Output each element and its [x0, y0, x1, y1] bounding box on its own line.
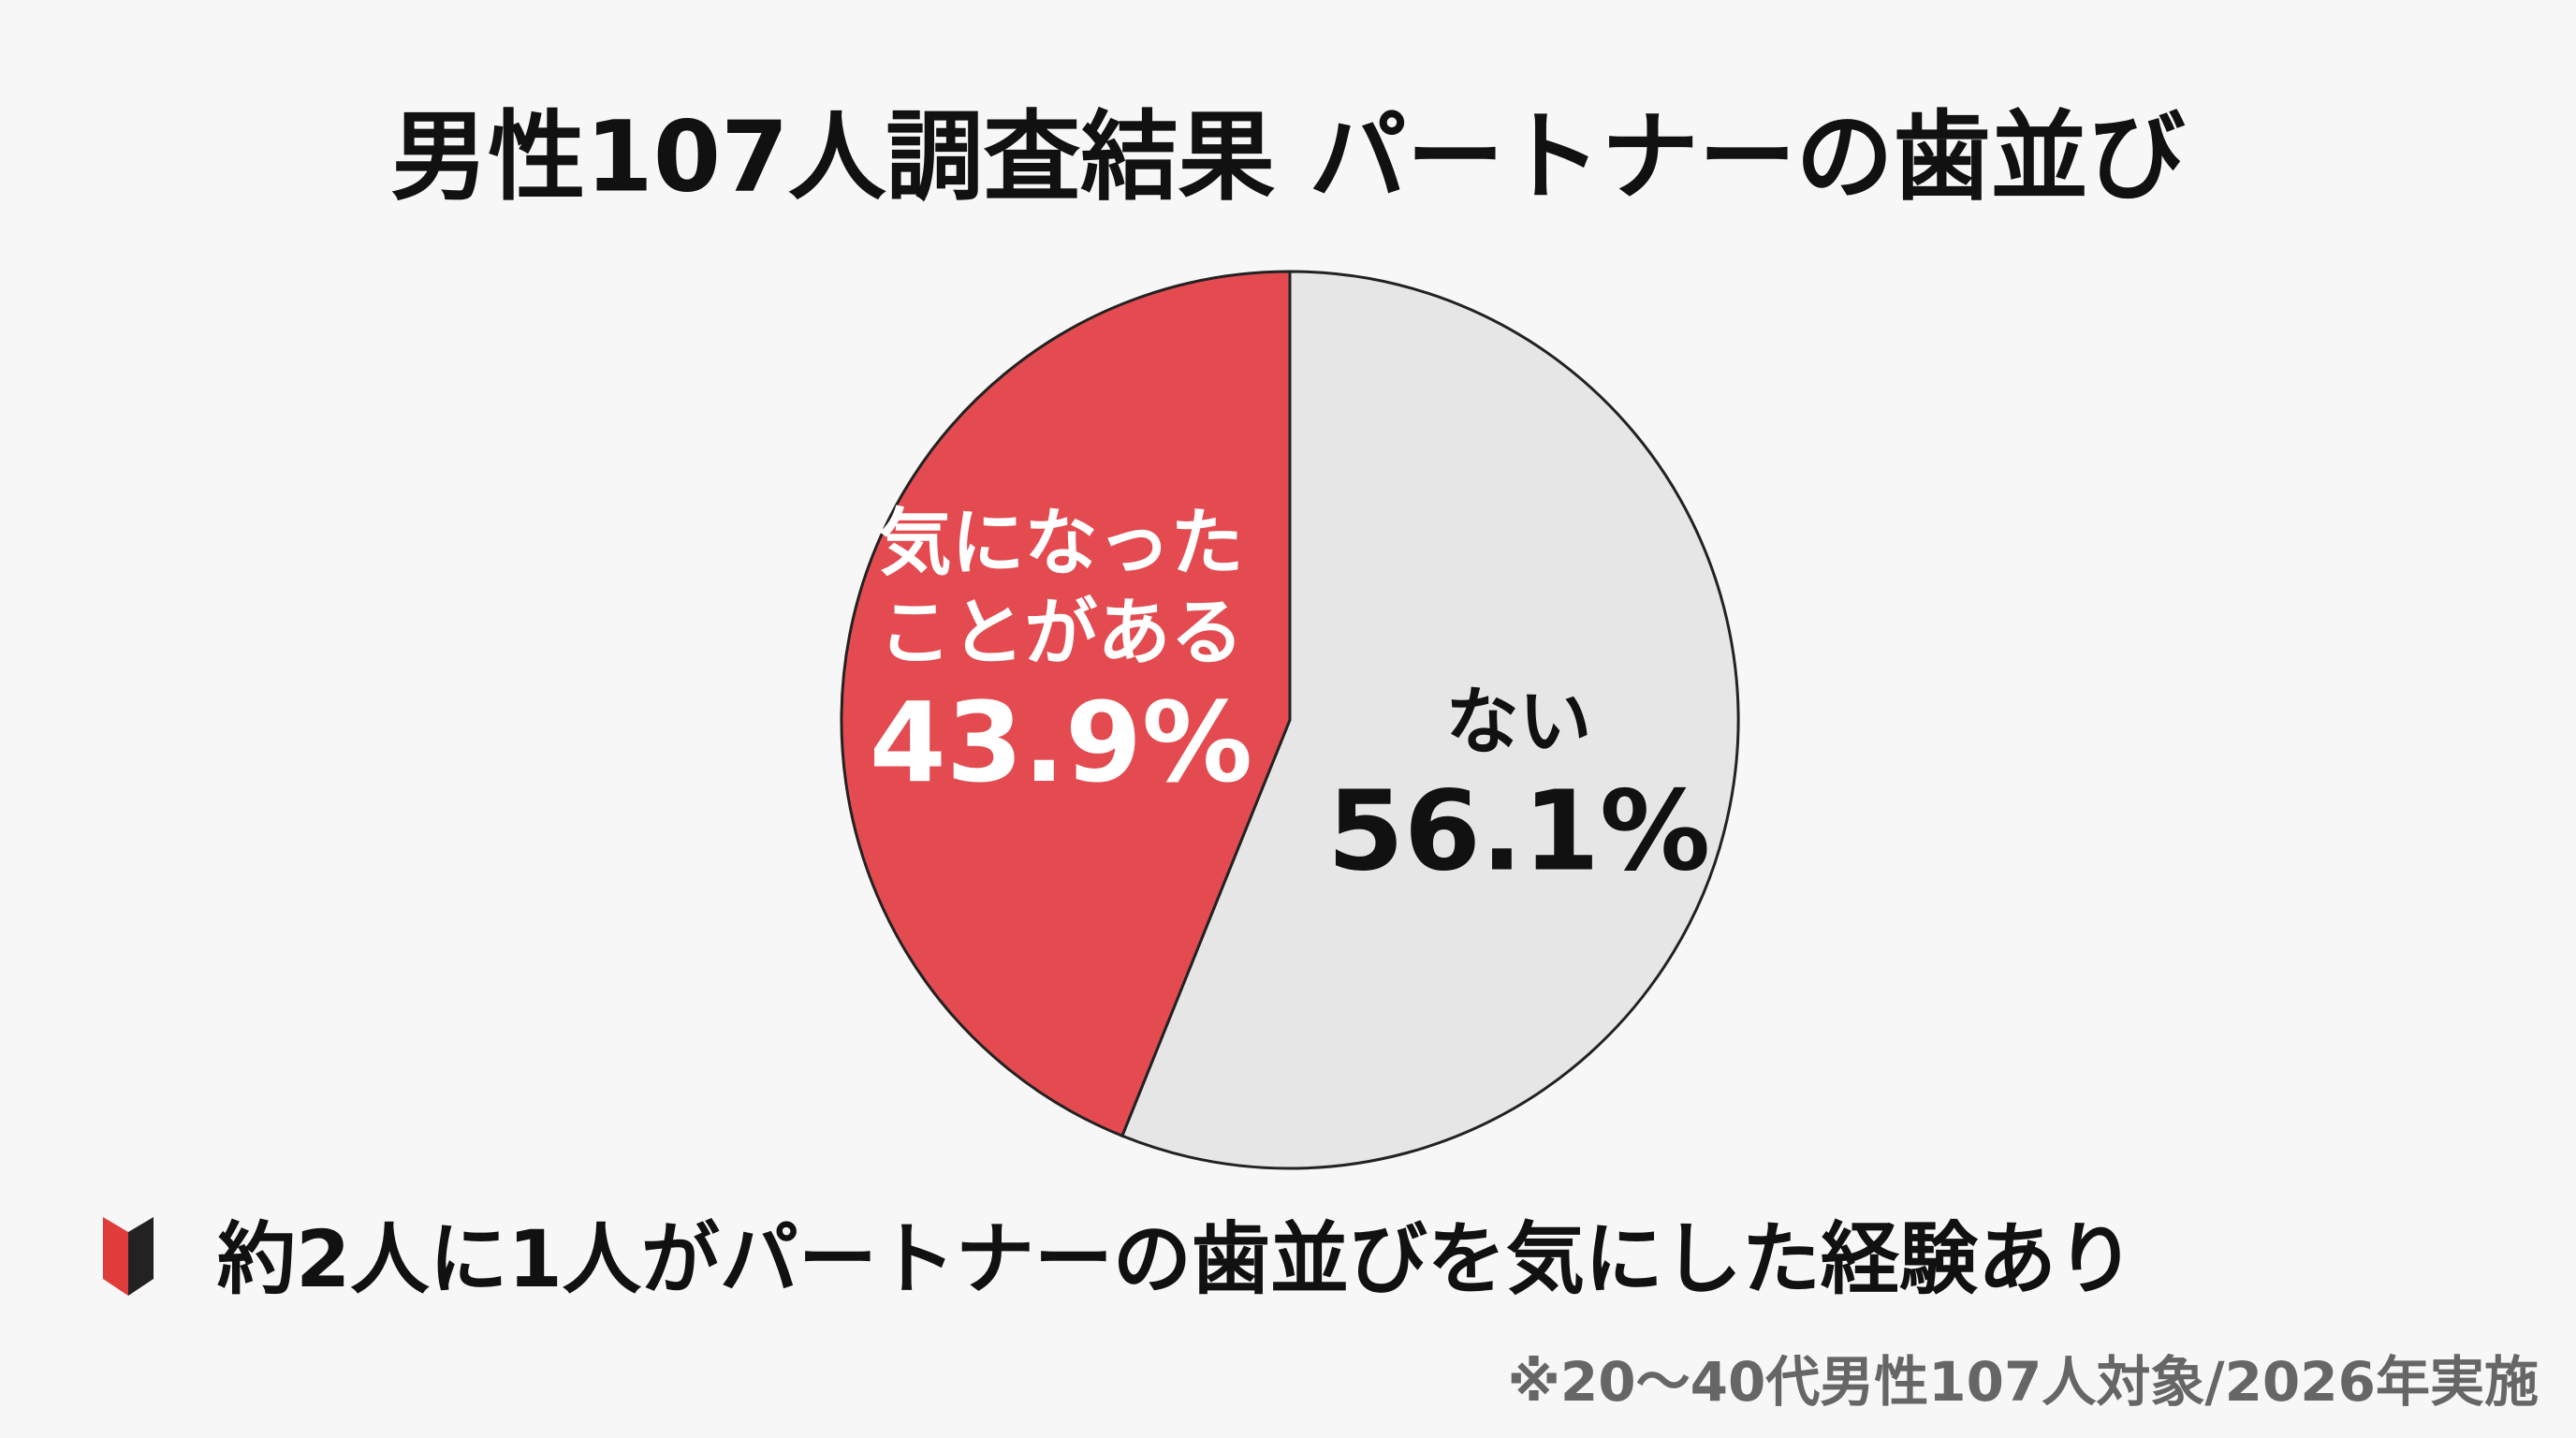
mark-right	[128, 1217, 154, 1296]
slice-label: ない	[1446, 681, 1592, 765]
value-label: 56.1%	[1327, 767, 1710, 896]
value-label: 43.9%	[870, 678, 1252, 807]
pie-slice	[1120, 270, 1740, 1170]
slice-label: 気になったことがある	[878, 502, 1243, 676]
mark-left	[103, 1217, 128, 1296]
footnote: ※20〜40代男性107人対象/2026年実施	[1508, 1350, 2539, 1414]
chart-title: 男性107人調査結果 パートナーの歯並び	[390, 99, 2185, 213]
beginner-mark	[103, 1217, 154, 1296]
pie-slice	[840, 270, 1292, 1138]
headline: 約2人に1人がパートナーの歯並びを気にした経験あり	[217, 1213, 2135, 1305]
